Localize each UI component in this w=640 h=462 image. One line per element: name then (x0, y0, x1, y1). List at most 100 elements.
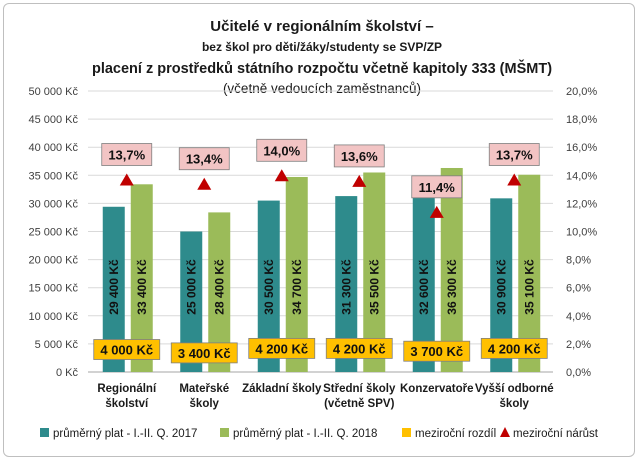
right-axis-tick-label: 16,0% (566, 142, 597, 154)
chart-title-line-2: bez škol pro děti/žáky/studenty se SVP/Z… (202, 40, 442, 54)
left-axis-tick-label: 5 000 Kč (35, 339, 79, 351)
growth-label-box (488, 143, 540, 166)
category-label: školy (500, 398, 530, 410)
growth-marker (352, 174, 367, 187)
legend-label: meziroční rozdíl (415, 428, 496, 440)
category-label: školství (105, 398, 149, 410)
difference-label-box (480, 337, 548, 359)
growth-value-label: 13,7% (496, 148, 533, 163)
growth-value-label: 13,6% (341, 149, 378, 164)
right-axis-tick-label: 6,0% (566, 283, 591, 295)
difference-value-label: 4 000 Kč (100, 343, 153, 358)
growth-label-box (101, 143, 153, 166)
bar-2018 (285, 176, 308, 372)
growth-value-label: 13,4% (186, 152, 223, 167)
difference-label-box (325, 337, 393, 359)
category-label: Vyšší odborné (475, 383, 554, 395)
bar-2018 (518, 174, 541, 372)
growth-marker (274, 169, 289, 182)
growth-marker (429, 205, 444, 218)
growth-value-label: 11,4% (419, 180, 456, 195)
difference-label-box (403, 340, 471, 362)
left-axis-tick-label: 0 Kč (56, 367, 79, 379)
difference-value-label: 4 200 Kč (488, 341, 541, 356)
category-label: Konzervatoře (400, 383, 474, 395)
growth-label-box (333, 144, 385, 168)
bar-2018-value-label: 36 300 Kč (445, 259, 459, 315)
bar-2018-value-label: 33 400 Kč (135, 259, 149, 315)
bar-2017 (412, 188, 435, 372)
left-axis-tick-label: 15 000 Kč (28, 283, 78, 295)
growth-label-box (411, 175, 463, 199)
category-label: Regionální (97, 383, 157, 395)
bar-2018-value-label: 34 700 Kč (290, 259, 304, 315)
right-axis-tick-label: 0,0% (566, 367, 591, 379)
legend-swatch (40, 428, 49, 437)
legend-swatch (402, 428, 411, 437)
right-axis-tick-label: 8,0% (566, 255, 591, 267)
category-label: Střední školy (323, 383, 396, 395)
legend-label: průměrný plat - I.-II. Q. 2017 (53, 428, 197, 440)
right-axis-tick-label: 18,0% (566, 114, 597, 126)
growth-value-label: 13,7% (108, 148, 145, 163)
chart-title-line-4: (včetně vedoucích zaměstnanců) (223, 81, 421, 96)
difference-label-box (248, 337, 316, 359)
bar-2017 (257, 200, 280, 372)
left-axis-tick-label: 10 000 Kč (28, 311, 78, 323)
bar-2018-value-label: 35 500 Kč (367, 259, 381, 315)
bar-2018 (363, 172, 386, 372)
right-axis-tick-label: 4,0% (566, 311, 591, 323)
difference-value-label: 3 400 Kč (178, 346, 231, 361)
left-axis-tick-label: 40 000 Kč (28, 142, 78, 154)
left-axis-tick-label: 45 000 Kč (28, 114, 78, 126)
chart-title-line-1: Učitelé v regionálním školství – (210, 18, 433, 35)
bar-2017-value-label: 32 600 Kč (417, 259, 431, 315)
bar-2017-value-label: 30 500 Kč (262, 259, 276, 315)
bar-2018-value-label: 28 400 Kč (212, 259, 226, 315)
right-axis-tick-label: 14,0% (566, 170, 597, 182)
bar-2017 (180, 231, 203, 372)
right-axis-tick-label: 2,0% (566, 339, 591, 351)
growth-marker (197, 177, 212, 190)
bar-2018 (130, 184, 153, 372)
category-label: školy (190, 398, 220, 410)
right-axis-tick-label: 20,0% (566, 86, 597, 98)
bar-2017-value-label: 29 400 Kč (107, 259, 121, 315)
chart-title-line-3: placení z prostředků státního rozpočtu v… (92, 59, 552, 77)
right-axis-tick-label: 10,0% (566, 227, 597, 239)
growth-value-label: 14,0% (263, 143, 300, 158)
category-label: Základní školy (242, 383, 322, 395)
bar-2017-value-label: 25 000 Kč (184, 259, 198, 315)
left-axis-tick-label: 30 000 Kč (28, 198, 78, 210)
category-label: (včetně SPV) (324, 398, 394, 410)
bar-2017-value-label: 30 900 Kč (494, 259, 508, 315)
bar-2018 (440, 167, 463, 372)
growth-label-box (178, 147, 230, 171)
growth-marker (507, 173, 522, 186)
growth-label-box (256, 138, 308, 162)
legend-label: meziroční nárůst (513, 428, 599, 440)
legend-swatch (500, 427, 510, 437)
bar-2018-value-label: 35 100 Kč (522, 259, 536, 315)
left-axis-tick-label: 25 000 Kč (28, 227, 78, 239)
difference-label-box (93, 339, 161, 360)
bar-2017 (490, 198, 513, 372)
bar-2018 (208, 212, 231, 372)
category-label: Mateřské (179, 383, 229, 395)
left-axis-tick-label: 50 000 Kč (28, 86, 78, 98)
bar-2017 (335, 196, 358, 372)
left-axis-tick-label: 20 000 Kč (28, 255, 78, 267)
left-axis-tick-label: 35 000 Kč (28, 170, 78, 182)
growth-marker (119, 173, 134, 186)
difference-label-box (170, 342, 238, 364)
bar-2017-value-label: 31 300 Kč (339, 259, 353, 315)
difference-value-label: 4 200 Kč (255, 341, 308, 356)
legend-label: průměrný plat - I.-II. Q. 2018 (233, 428, 377, 440)
difference-value-label: 4 200 Kč (333, 341, 386, 356)
bar-2017 (102, 206, 125, 372)
legend-swatch (220, 428, 229, 437)
difference-value-label: 3 700 Kč (410, 344, 463, 359)
right-axis-tick-label: 12,0% (566, 198, 597, 210)
